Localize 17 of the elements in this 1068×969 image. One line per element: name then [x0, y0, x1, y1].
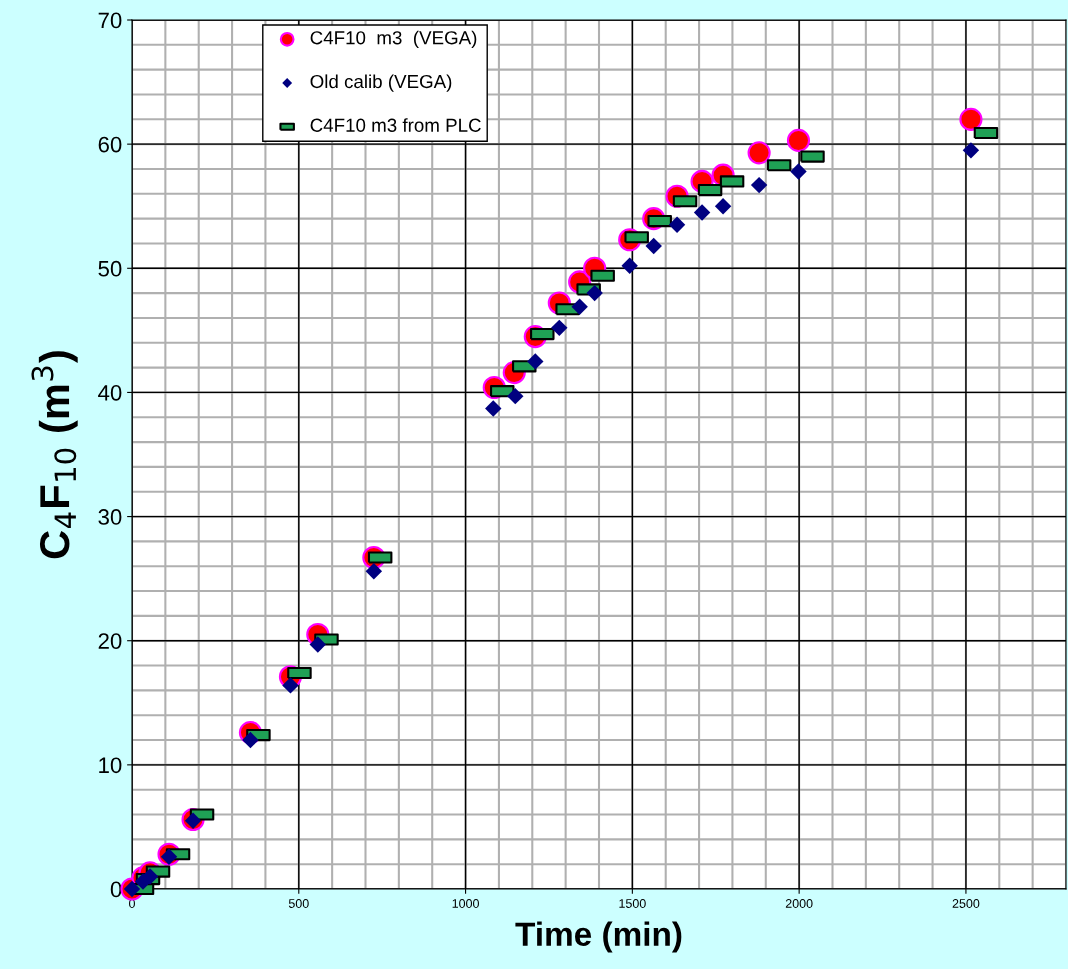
- legend-label: Old calib (VEGA): [310, 74, 452, 92]
- x-tick-label: 500: [288, 899, 309, 908]
- legend-label: C4F10 m3 from PLC: [310, 118, 481, 132]
- y-tick-label: 30: [98, 509, 122, 525]
- legend-label: C4F10 m3 (VEGA): [310, 30, 477, 49]
- x-tick-label: 1500: [619, 899, 646, 908]
- y-tick-label: 60: [98, 136, 122, 153]
- x-axis-title: Time (min): [515, 921, 682, 953]
- y-tick-label: 40: [98, 384, 122, 401]
- y-tick-label: 50: [98, 260, 122, 277]
- x-tick-label: 1000: [452, 899, 479, 908]
- x-tick-label: 2500: [952, 899, 980, 908]
- y-axis-title: C$_{4}$F$_{10}$ (m$^{3}$): [31, 351, 78, 559]
- y-tick-label: 10: [99, 757, 122, 774]
- x-tick-label: 2000: [785, 899, 813, 908]
- y-tick-label: 20: [98, 633, 122, 649]
- y-tick-label: 70: [98, 12, 122, 29]
